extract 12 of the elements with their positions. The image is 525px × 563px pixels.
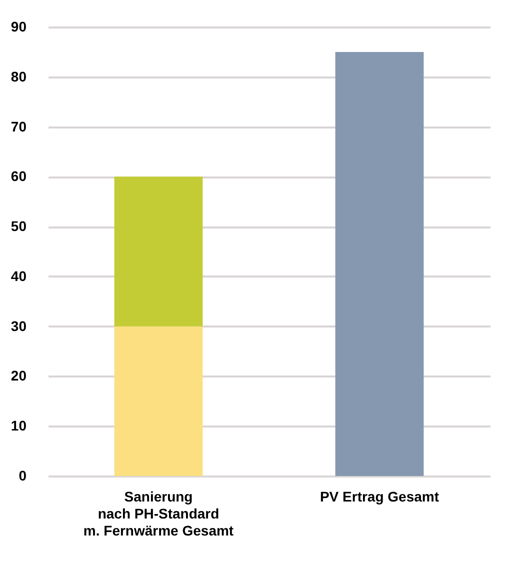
x-tick-label: Sanierung nach PH-Standard m. Fernwärme Gesamt xyxy=(83,488,234,538)
y-tick-label: 40 xyxy=(10,268,27,284)
y-tick-label: 20 xyxy=(10,368,27,384)
y-tick-label: 50 xyxy=(10,218,27,234)
y-tick-label: 60 xyxy=(10,168,27,184)
y-tick-label: 10 xyxy=(10,418,27,434)
y-tick-label: 80 xyxy=(10,68,27,84)
x-tick-label: PV Ertrag Gesamt xyxy=(320,488,440,504)
y-tick-label: 0 xyxy=(18,468,27,484)
y-tick-label: 70 xyxy=(10,118,27,134)
y-tick-label: 90 xyxy=(10,18,27,34)
y-tick-label: 30 xyxy=(10,318,27,334)
